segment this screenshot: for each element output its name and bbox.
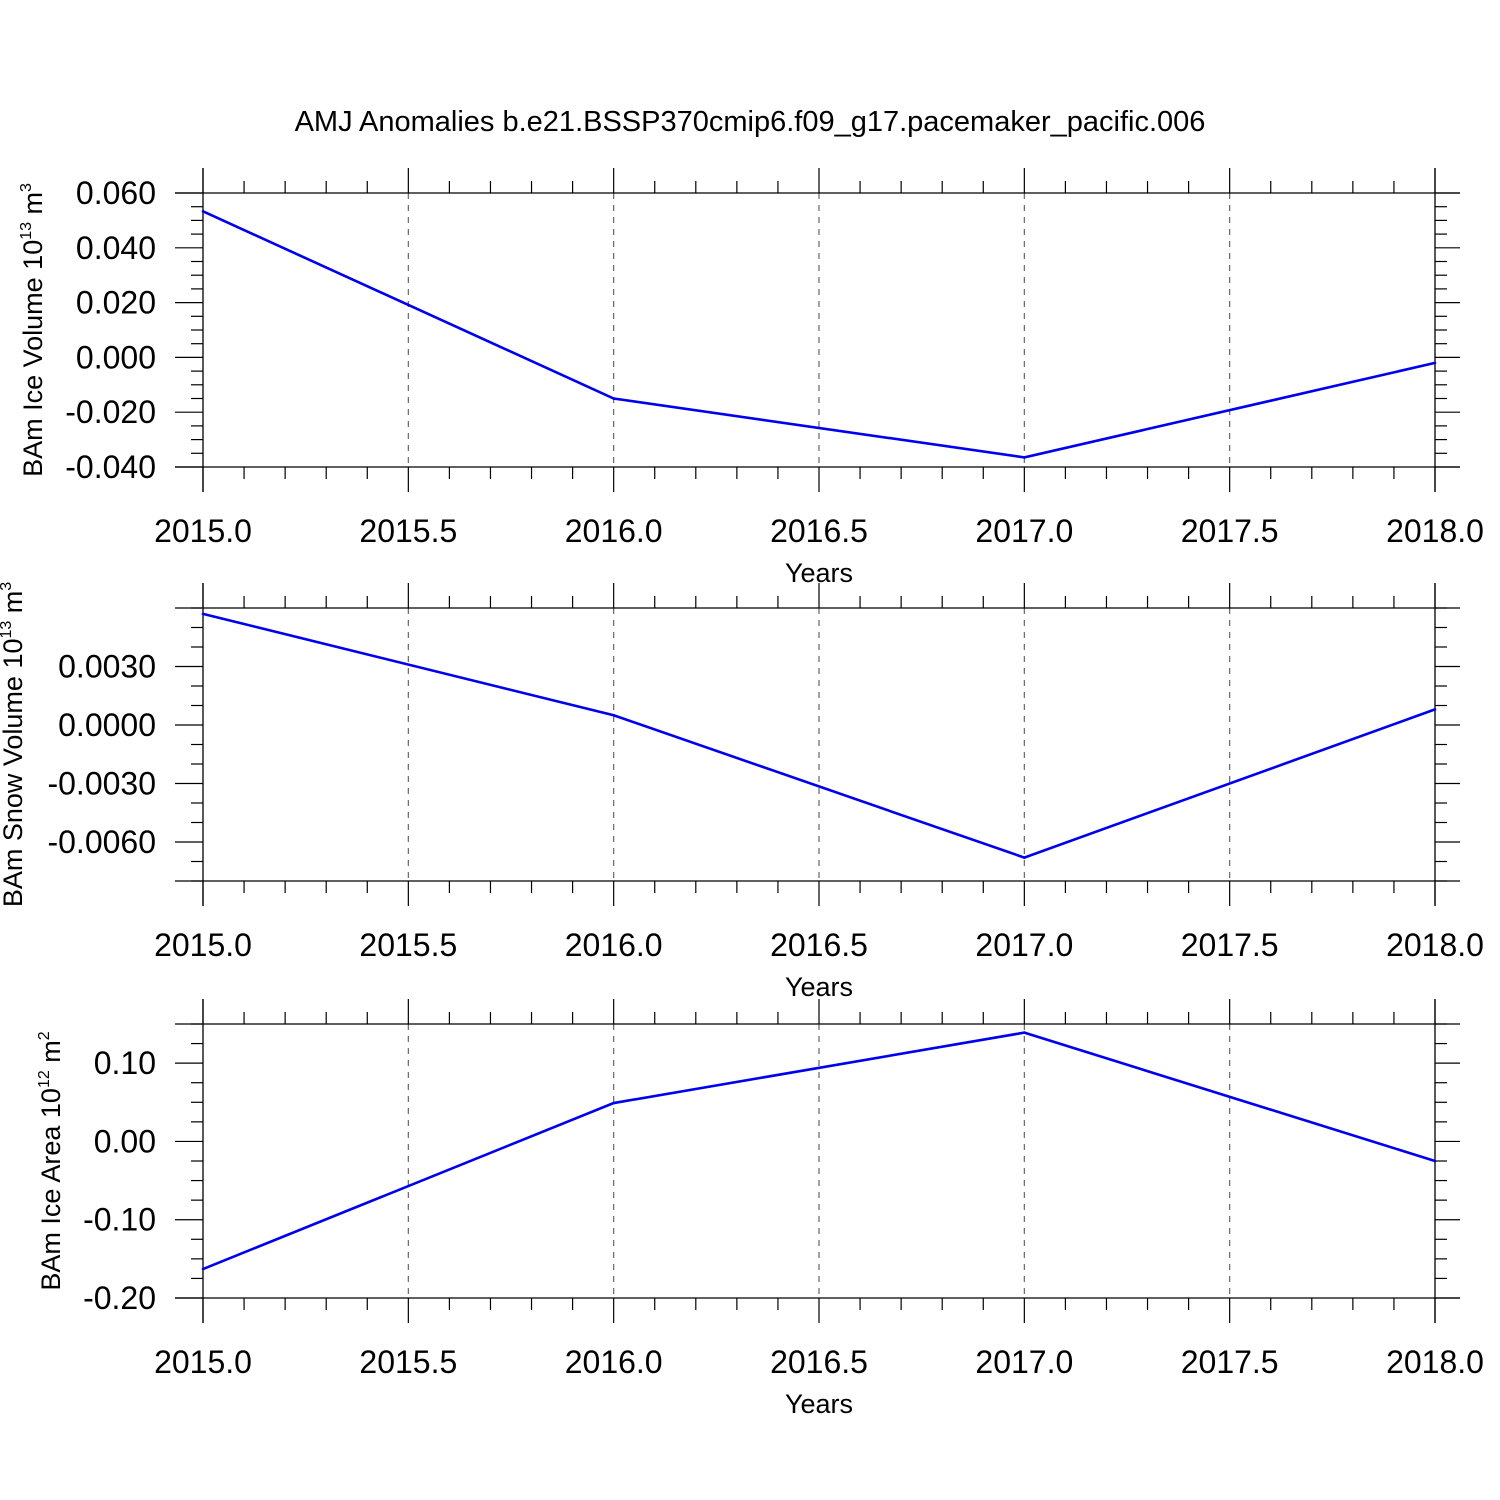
y-axis-label-text: BAm Ice Volume 10 xyxy=(18,240,48,477)
x-tick-label: 2018.0 xyxy=(1386,1344,1484,1380)
y-axis-label-text: m xyxy=(18,192,48,222)
y-tick-label: 0.040 xyxy=(76,230,156,266)
ice-volume-panel: -0.040 -0.020 0.000 0.020 0.040 0.060 2015.0 20… xyxy=(18,168,1484,588)
series-line xyxy=(202,612,1436,859)
y-tick-label: 0.00 xyxy=(94,1123,156,1159)
y-axis-label-text: BAm Ice Area 10 xyxy=(36,1088,66,1291)
y-tick-label: -0.020 xyxy=(65,394,156,430)
y-axis-label-text: BAm Snow Volume 10 xyxy=(0,639,28,908)
y-tick-label: 0.020 xyxy=(76,285,156,321)
data-point xyxy=(201,1267,205,1271)
series-line xyxy=(202,210,1436,459)
y-axis-label: BAm Ice Area 1012 m2 xyxy=(36,1031,66,1290)
data-point xyxy=(201,612,205,616)
data-point xyxy=(1433,708,1437,711)
x-tick-label: 2015.5 xyxy=(359,1344,457,1380)
x-tick-label: 2015.5 xyxy=(359,513,457,549)
x-tick-label: 2017.5 xyxy=(1181,1344,1279,1380)
x-tick-label: 2015.0 xyxy=(154,513,252,549)
data-point xyxy=(201,210,205,213)
data-point xyxy=(1023,1031,1026,1034)
x-tick-label: 2017.0 xyxy=(975,513,1073,549)
data-point xyxy=(612,397,615,400)
y-tick-label: -0.0030 xyxy=(47,766,156,802)
y-axis-label-superscript: 2 xyxy=(36,1031,53,1040)
x-axis-label: Years xyxy=(785,1389,853,1419)
x-tick-label: 2017.5 xyxy=(1181,927,1279,963)
data-point xyxy=(1023,456,1026,459)
y-tick-label: 0.10 xyxy=(94,1045,156,1081)
x-tick-label: 2015.5 xyxy=(359,927,457,963)
data-point xyxy=(1433,1159,1437,1163)
y-axis-label: BAm Ice Volume 1013 m3 xyxy=(18,183,48,477)
x-tick-label: 2015.0 xyxy=(154,927,252,963)
y-axis-label-superscript: 13 xyxy=(0,621,15,639)
y-axis-label-superscript: 12 xyxy=(36,1070,53,1088)
x-tick-label: 2017.0 xyxy=(975,1344,1073,1380)
x-tick-label: 2016.5 xyxy=(770,927,868,963)
data-point xyxy=(612,713,615,717)
x-tick-label: 2018.0 xyxy=(1386,513,1484,549)
y-axis-label-text: m xyxy=(0,591,28,621)
y-tick-label: 0.0030 xyxy=(58,649,156,685)
data-point xyxy=(1433,361,1437,365)
y-tick-label: 0.000 xyxy=(76,339,156,375)
x-tick-label: 2016.5 xyxy=(770,513,868,549)
snow-volume-panel: -0.0060 -0.0030 0.0000 0.0030 2015.0 2015.5 20… xyxy=(0,582,1484,1002)
x-tick-label: 2016.0 xyxy=(565,927,663,963)
data-point xyxy=(1023,856,1026,859)
y-tick-label: 0.060 xyxy=(76,175,156,211)
y-tick-label: -0.10 xyxy=(83,1202,156,1238)
y-tick-label: -0.0060 xyxy=(47,824,156,860)
ice-area-panel: -0.20 -0.10 0.00 0.10 2015.0 2015.5 2016.0 2016… xyxy=(36,999,1484,1419)
y-axis-label-superscript: 3 xyxy=(0,582,15,591)
x-tick-label: 2017.5 xyxy=(1181,513,1279,549)
y-axis-label-superscript: 13 xyxy=(18,222,35,240)
x-axis-label: Years xyxy=(785,972,853,1002)
y-axis-label-superscript: 3 xyxy=(18,183,35,192)
y-tick-label: -0.040 xyxy=(65,449,156,485)
x-tick-label: 2016.0 xyxy=(565,1344,663,1380)
x-tick-label: 2016.5 xyxy=(770,1344,868,1380)
data-point xyxy=(612,1101,615,1105)
y-axis-label: BAm Snow Volume 1013 m3 xyxy=(0,582,28,907)
x-tick-label: 2016.0 xyxy=(565,513,663,549)
x-tick-label: 2015.0 xyxy=(154,1344,252,1380)
x-tick-label: 2018.0 xyxy=(1386,927,1484,963)
figure-title: AMJ Anomalies b.e21.BSSP370cmip6.f09_g17… xyxy=(295,106,1206,138)
series-line xyxy=(202,1031,1436,1271)
y-tick-label: -0.20 xyxy=(83,1280,156,1316)
y-tick-label: 0.0000 xyxy=(58,707,156,743)
x-tick-label: 2017.0 xyxy=(975,927,1073,963)
y-axis-label-text: m xyxy=(36,1040,66,1070)
